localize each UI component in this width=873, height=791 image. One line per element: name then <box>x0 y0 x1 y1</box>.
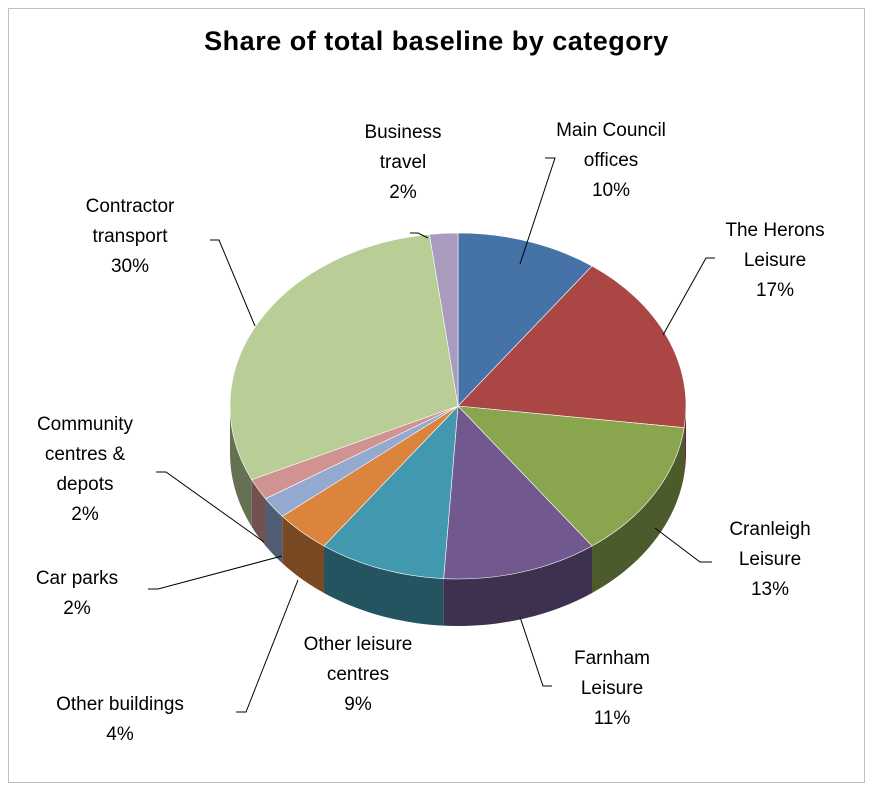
chart-title: Share of total baseline by category <box>204 26 669 56</box>
leader-line-5 <box>236 579 299 713</box>
data-label-4: Other leisure centres 9% <box>304 634 413 715</box>
pie-side-7 <box>251 479 266 546</box>
data-label-0: Main Council offices 10% <box>556 120 666 201</box>
pie-side-6 <box>265 498 283 564</box>
data-label-7: Community centres & depots 2% <box>37 414 134 525</box>
pie-side-4 <box>323 545 444 626</box>
leader-line-9 <box>410 232 429 239</box>
data-label-8: Contractor transport 30% <box>86 196 175 277</box>
pie-slice-3 <box>443 405 593 580</box>
pie-side-3 <box>443 545 593 626</box>
leader-line-1 <box>662 257 715 336</box>
data-label-3: Farnham Leisure 11% <box>574 648 650 729</box>
leader-lines <box>148 157 715 713</box>
pie-side-2 <box>592 427 685 593</box>
pie-sides <box>230 406 686 626</box>
pie-side-1 <box>684 406 686 475</box>
data-label-9: Business travel 2% <box>364 122 441 203</box>
pie-slice-2 <box>457 405 685 547</box>
pie-slice-8 <box>229 234 459 481</box>
pie-side-8 <box>230 406 252 527</box>
pie-side-5 <box>282 516 324 593</box>
pie-top <box>229 232 687 580</box>
pie-slice-9 <box>429 232 459 407</box>
data-label-2: Cranleigh Leisure 13% <box>729 519 810 600</box>
data-label-6: Car parks 2% <box>36 568 118 619</box>
pie-slice-4 <box>323 405 459 579</box>
leader-line-3 <box>519 616 552 687</box>
leader-line-0 <box>519 157 556 265</box>
leader-line-8 <box>210 239 256 327</box>
data-label-1: The Herons Leisure 17% <box>725 220 824 301</box>
leader-line-6 <box>148 555 283 590</box>
data-label-5: Other buildings 4% <box>56 694 184 745</box>
leader-line-2 <box>654 527 712 563</box>
data-labels: Main Council offices 10% The Herons Leisure 1… <box>36 120 825 745</box>
pie-slice-0 <box>457 232 593 407</box>
leader-line-7 <box>156 471 265 543</box>
pie-slice-1 <box>457 265 687 429</box>
